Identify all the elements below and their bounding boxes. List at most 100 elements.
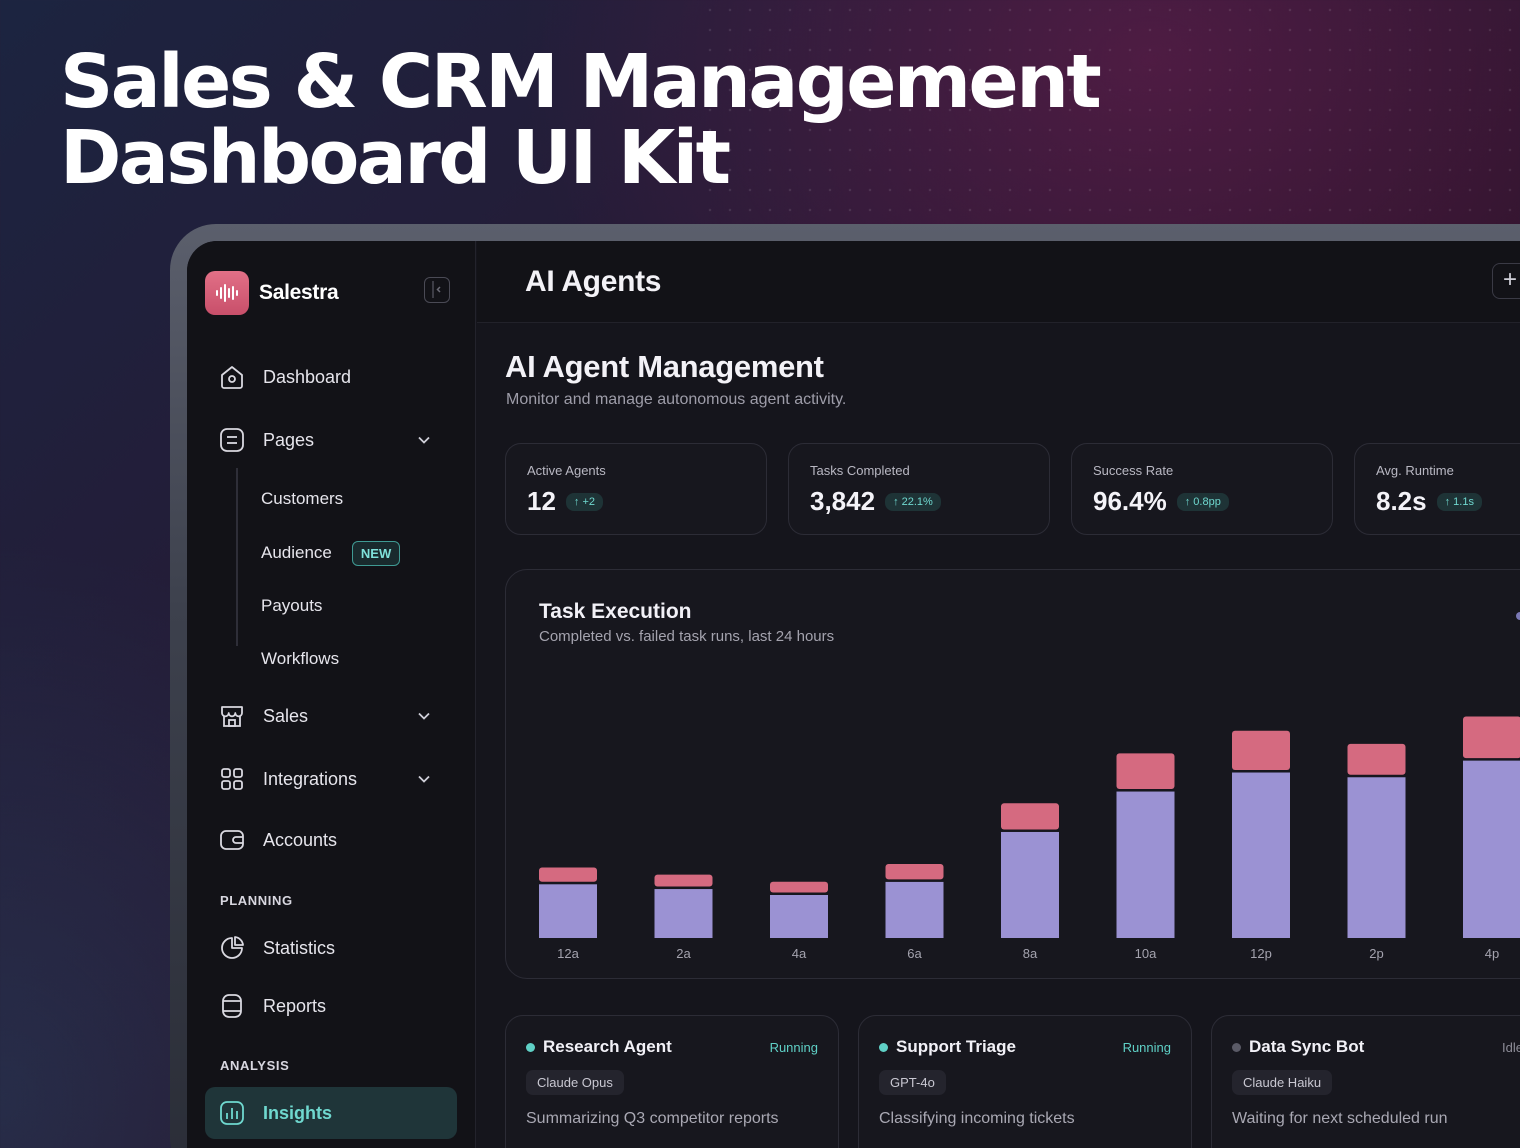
- sidebar-subitem-workflows[interactable]: Workflows: [261, 649, 340, 668]
- bar-failed[interactable]: [1116, 753, 1175, 790]
- stat-value-row: 12 ↑ +2: [527, 486, 604, 517]
- agent-task: Summarizing Q3 competitor reports: [526, 1110, 779, 1127]
- agent-status: Idle: [1502, 1040, 1520, 1055]
- sidebar-item-label: Statistics: [263, 937, 336, 958]
- sidebar-subitem-audience[interactable]: Audience NEW: [261, 541, 401, 566]
- task-execution-chart: 12a 2a 4a 6a 8a 10a 12p 2p 4p: [539, 716, 1520, 961]
- sidebar-item-statistics[interactable]: Statistics: [217, 933, 335, 963]
- x-tick-label: 2p: [1369, 946, 1383, 961]
- status-dot-icon: [526, 1043, 535, 1052]
- bar-completed[interactable]: [1116, 790, 1175, 938]
- sidebar-item-sales[interactable]: Sales: [217, 701, 447, 731]
- bar-separator: [1116, 789, 1175, 792]
- sidebar: Salestra Dashboard Pages: [187, 241, 476, 1148]
- hero-title: Sales & CRM Management Dashboard UI Kit: [60, 39, 1102, 201]
- agent-model-chip: GPT-4o: [879, 1070, 946, 1095]
- agent-name: Support Triage: [896, 1037, 1016, 1056]
- sidebar-item-dashboard[interactable]: Dashboard: [217, 362, 351, 392]
- stat-value-row: 96.4% ↑ 0.8pp: [1093, 486, 1229, 517]
- stat-value-row: 8.2s ↑ 1.1s: [1376, 486, 1482, 517]
- status-dot-icon: [879, 1043, 888, 1052]
- bar-separator: [885, 879, 944, 882]
- bar-separator: [1463, 758, 1520, 761]
- collapse-icon: [432, 281, 441, 298]
- bar-separator: [1001, 829, 1059, 832]
- x-tick-label: 8a: [1023, 946, 1038, 961]
- stat-value: 12: [527, 486, 556, 516]
- sidebar-collapse-button[interactable]: [424, 277, 450, 303]
- sidebar-item-reports[interactable]: Reports: [217, 991, 326, 1021]
- agent-task: Classifying incoming tickets: [879, 1110, 1075, 1127]
- agent-name: Research Agent: [543, 1037, 672, 1056]
- section-label-planning: PLANNING: [220, 893, 293, 908]
- sidebar-item-label: Integrations: [263, 768, 358, 789]
- agent-card-support-triage[interactable]: Support Triage Running GPT-4o Classifyin…: [858, 1015, 1192, 1148]
- pie-chart-icon: [217, 933, 247, 963]
- bar-completed[interactable]: [1001, 830, 1059, 938]
- stat-delta-badge: ↑ 1.1s: [1436, 493, 1482, 511]
- grid-icon: [217, 764, 247, 794]
- agent-status: Running: [1122, 1040, 1171, 1055]
- task-execution-card: Task Execution Completed vs. failed task…: [505, 569, 1520, 979]
- bar-completed[interactable]: [1463, 759, 1520, 938]
- sidebar-item-label: Insights: [263, 1102, 333, 1123]
- waveform-icon: [205, 271, 249, 315]
- bar-completed[interactable]: [654, 888, 713, 938]
- bar-completed[interactable]: [885, 880, 944, 938]
- stat-delta-badge: ↑ +2: [565, 493, 604, 511]
- bar-failed[interactable]: [1347, 743, 1406, 775]
- x-tick-label: 4p: [1485, 946, 1499, 961]
- sidebar-item-insights-content[interactable]: Insights: [217, 1098, 332, 1128]
- bar-failed[interactable]: [1463, 716, 1520, 759]
- stat-value: 8.2s: [1376, 486, 1427, 516]
- stat-value: 96.4%: [1093, 486, 1167, 516]
- topbar: AI Agents +: [477, 241, 1520, 323]
- stat-card-avg-runtime[interactable]: Avg. Runtime 8.2s ↑ 1.1s: [1354, 443, 1520, 535]
- stat-value-row: 3,842 ↑ 22.1%: [810, 486, 941, 517]
- main-content: AI Agent Management Monitor and manage a…: [477, 323, 1520, 1148]
- sidebar-item-label: Pages: [263, 429, 315, 450]
- sidebar-item-integrations[interactable]: Integrations: [217, 764, 447, 794]
- bar-separator: [539, 881, 597, 885]
- bar-failed[interactable]: [654, 874, 713, 887]
- menu-dot-icon[interactable]: [1516, 612, 1520, 620]
- x-tick-label: 4a: [792, 946, 807, 961]
- add-button[interactable]: +: [1492, 263, 1520, 299]
- sidebar-item-pages[interactable]: Pages: [217, 425, 447, 455]
- stat-card-tasks-completed[interactable]: Tasks Completed 3,842 ↑ 22.1%: [788, 443, 1050, 535]
- sidebar-subitem-customers[interactable]: Customers: [261, 489, 344, 508]
- bar-completed[interactable]: [539, 883, 597, 938]
- plus-icon: +: [1502, 266, 1517, 293]
- brand[interactable]: Salestra: [205, 271, 339, 315]
- bar-separator: [770, 892, 828, 895]
- hero-title-line1: Sales & CRM Management: [60, 39, 1102, 125]
- sidebar-item-label: Sales: [263, 705, 309, 726]
- page-title: AI Agent Management: [505, 349, 824, 384]
- stat-value: 3,842: [810, 486, 876, 516]
- bar-failed[interactable]: [1232, 730, 1290, 771]
- chevron-down-icon: [418, 712, 430, 720]
- sidebar-item-label: Reports: [263, 995, 327, 1016]
- agent-name: Data Sync Bot: [1249, 1037, 1365, 1056]
- bar-completed[interactable]: [1347, 776, 1406, 938]
- brand-name: Salestra: [259, 281, 339, 304]
- sidebar-subitem-payouts[interactable]: Payouts: [261, 596, 323, 615]
- bar-completed[interactable]: [1232, 771, 1290, 938]
- hero-title-line2: Dashboard UI Kit: [60, 115, 731, 201]
- app-window: Salestra Dashboard Pages: [187, 241, 1520, 1148]
- bar-separator: [1347, 774, 1406, 778]
- bar-failed[interactable]: [885, 863, 944, 880]
- bar-completed[interactable]: [770, 894, 828, 938]
- sidebar-item-accounts[interactable]: Accounts: [217, 825, 337, 855]
- report-icon: [217, 991, 247, 1021]
- bar-failed[interactable]: [770, 881, 828, 893]
- sidebar-item-insights[interactable]: [205, 1087, 457, 1139]
- stat-card-active-agents[interactable]: Active Agents 12 ↑ +2: [505, 443, 767, 535]
- agent-card-research-agent[interactable]: Research Agent Running Claude Opus Summa…: [505, 1015, 839, 1148]
- bar-failed[interactable]: [539, 867, 597, 882]
- bar-failed[interactable]: [1001, 803, 1059, 830]
- agent-card-data-sync-bot[interactable]: Data Sync Bot Idle Claude Haiku Waiting …: [1211, 1015, 1520, 1148]
- agent-status: Running: [769, 1040, 818, 1055]
- stat-label: Tasks Completed: [810, 463, 910, 478]
- stat-card-success-rate[interactable]: Success Rate 96.4% ↑ 0.8pp: [1071, 443, 1333, 535]
